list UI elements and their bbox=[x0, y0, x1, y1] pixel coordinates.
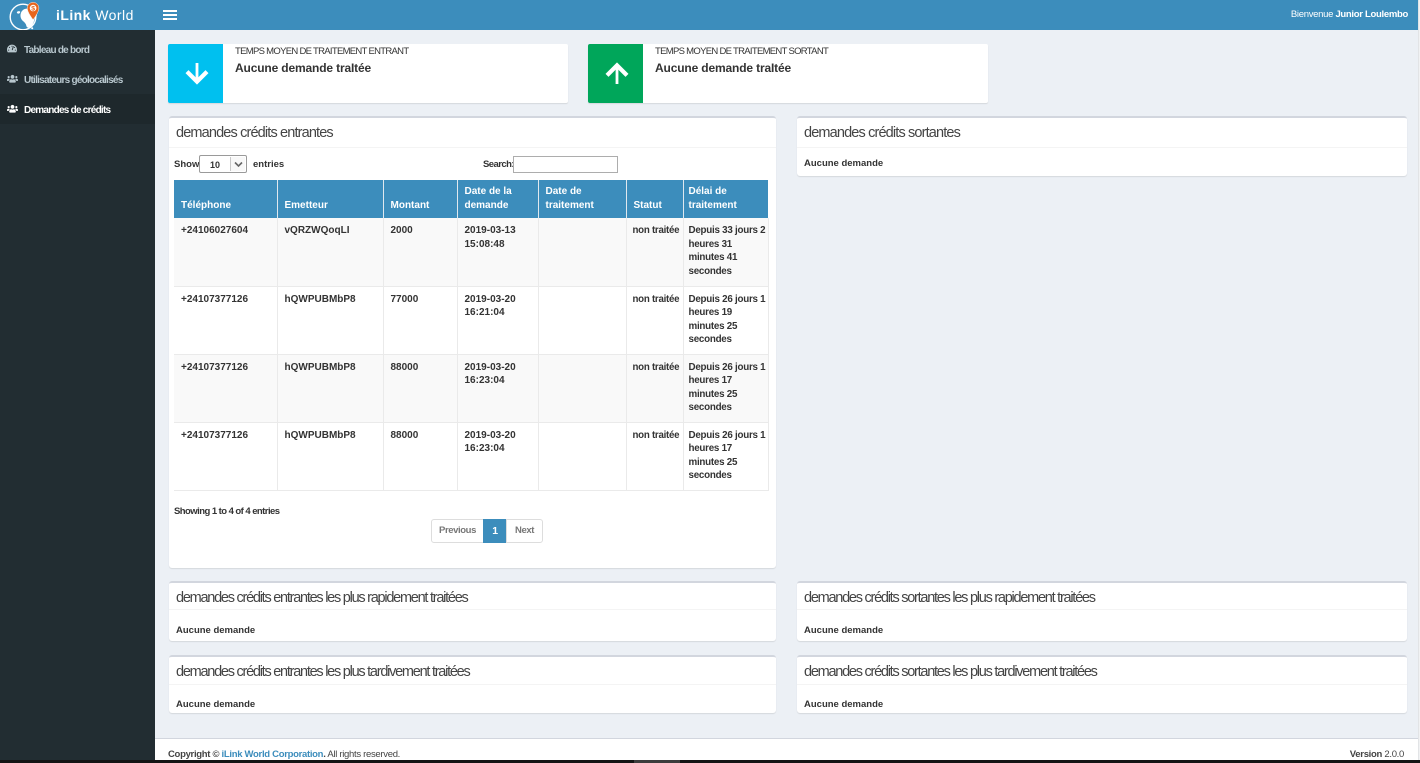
svg-text:$: $ bbox=[31, 6, 35, 13]
